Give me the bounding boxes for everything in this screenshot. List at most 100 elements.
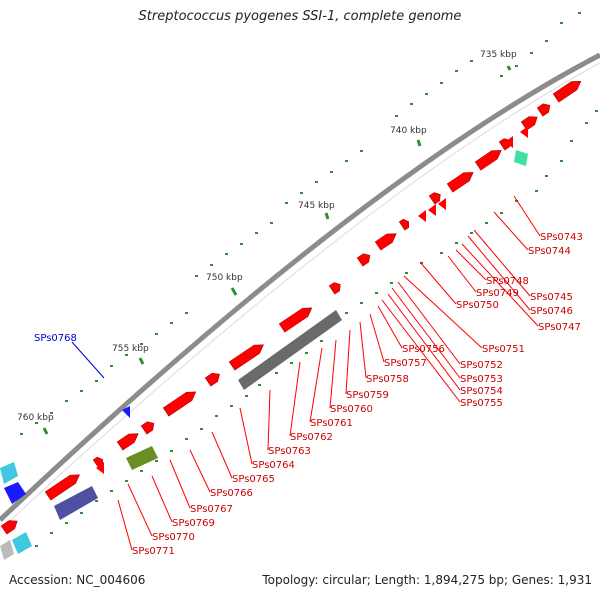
page-title: Streptococcus pyogenes SSI-1, complete g… xyxy=(138,9,462,24)
gene-label: SPs0753 xyxy=(460,374,503,385)
tick-dot xyxy=(110,365,113,367)
feature-track xyxy=(0,80,582,560)
gene-label: SPs0769 xyxy=(172,518,215,529)
tick-dot xyxy=(125,354,128,356)
tick-dot xyxy=(560,22,563,24)
tick-dot xyxy=(440,82,443,84)
tick-dot xyxy=(20,433,23,435)
purple-feature xyxy=(54,486,98,520)
label-leader xyxy=(329,339,337,409)
label-leader xyxy=(397,281,461,365)
tick-dot xyxy=(595,110,598,112)
gene-label: SPs0766 xyxy=(210,488,253,499)
gene-arrow xyxy=(140,421,155,435)
tick-dot xyxy=(215,415,218,417)
tick-dot xyxy=(545,175,548,177)
label-leader xyxy=(345,329,351,395)
label-leader xyxy=(391,287,461,379)
tick-dot xyxy=(270,222,273,224)
label-leader xyxy=(169,459,191,509)
tick-dot xyxy=(530,52,533,54)
gene-label: SPs0750 xyxy=(456,300,499,311)
genome-summary-text: Topology: circular; Length: 1,894,275 bp… xyxy=(262,573,592,587)
tick-dot xyxy=(395,115,398,117)
tick-dot xyxy=(545,40,548,42)
label-leader xyxy=(369,313,385,363)
label-leader xyxy=(377,305,403,349)
tick-dot xyxy=(535,190,538,192)
tick-dot xyxy=(50,532,53,534)
ruler-label: 760 kbp xyxy=(17,413,54,423)
tick-dot xyxy=(195,275,198,277)
gene-label: SPs0746 xyxy=(530,306,573,317)
gene-arrow xyxy=(552,80,582,103)
gene-arrow xyxy=(536,103,551,117)
gene-arrow xyxy=(328,282,341,295)
gene-arrow xyxy=(398,218,410,231)
major-tick xyxy=(324,212,330,220)
grey-feature xyxy=(0,540,14,560)
tick-dot xyxy=(455,242,458,244)
tick-dot xyxy=(455,70,458,72)
tick-dot xyxy=(470,60,473,62)
tick-dot xyxy=(315,181,318,183)
major-tick xyxy=(138,357,145,365)
tick-dot xyxy=(515,200,518,202)
tick-dot xyxy=(255,232,258,234)
label-leader xyxy=(151,475,173,523)
gene-label: SPs0760 xyxy=(330,404,373,415)
gene-arrow xyxy=(116,433,139,451)
tick-dot xyxy=(80,512,83,514)
gene-arrow-small xyxy=(428,204,436,216)
tick-dot xyxy=(35,422,38,424)
tick-dot xyxy=(345,312,348,314)
gene-label: SPs0763 xyxy=(268,446,311,457)
tick-dot xyxy=(155,333,158,335)
tick-dot xyxy=(500,75,503,77)
gene-label: SPs0748 xyxy=(486,276,529,287)
tick-dot xyxy=(578,12,581,14)
olive-feature xyxy=(126,446,158,470)
label-leader xyxy=(211,431,233,479)
ruler-label: 755 kbp xyxy=(112,344,149,354)
label-leader xyxy=(513,195,541,237)
tick-dot xyxy=(185,438,188,440)
tick-dot xyxy=(125,480,128,482)
tick-dot xyxy=(185,312,188,314)
tick-dot xyxy=(320,340,323,342)
gene-label: SPs0752 xyxy=(460,360,503,371)
tick-dot xyxy=(225,253,228,255)
label-leader xyxy=(403,275,483,349)
tick-dot xyxy=(345,160,348,162)
backbone-edge xyxy=(0,62,600,531)
label-leader xyxy=(493,211,529,251)
label-leader xyxy=(127,483,153,537)
backbone xyxy=(0,52,600,531)
tick-dot xyxy=(470,232,473,234)
gene-arrow xyxy=(0,520,18,535)
major-tick xyxy=(506,65,512,71)
tick-dot xyxy=(500,212,503,214)
gene-arrow-small xyxy=(520,126,528,138)
gene-label: SPs0754 xyxy=(460,386,503,397)
tick-dot xyxy=(140,470,143,472)
gene-arrow xyxy=(44,474,80,501)
tick-dot xyxy=(240,243,243,245)
gene-label: SPs0765 xyxy=(232,474,275,485)
accession-text: Accession: NC_004606 xyxy=(9,573,146,587)
tick-dot xyxy=(360,150,363,152)
gene-arrow xyxy=(374,233,397,251)
gene-label: SPs0771 xyxy=(132,546,175,557)
gene-label: SPs0757 xyxy=(384,358,427,369)
tick-dot xyxy=(65,400,68,402)
gene-label: SPs0759 xyxy=(346,390,389,401)
gene-arrow xyxy=(278,307,313,333)
gene-arrow-small xyxy=(418,210,426,222)
major-tick xyxy=(230,287,238,296)
tick-dot xyxy=(300,192,303,194)
tick-dot xyxy=(210,264,213,266)
tick-dot xyxy=(50,412,53,414)
tick-dot xyxy=(560,160,563,162)
